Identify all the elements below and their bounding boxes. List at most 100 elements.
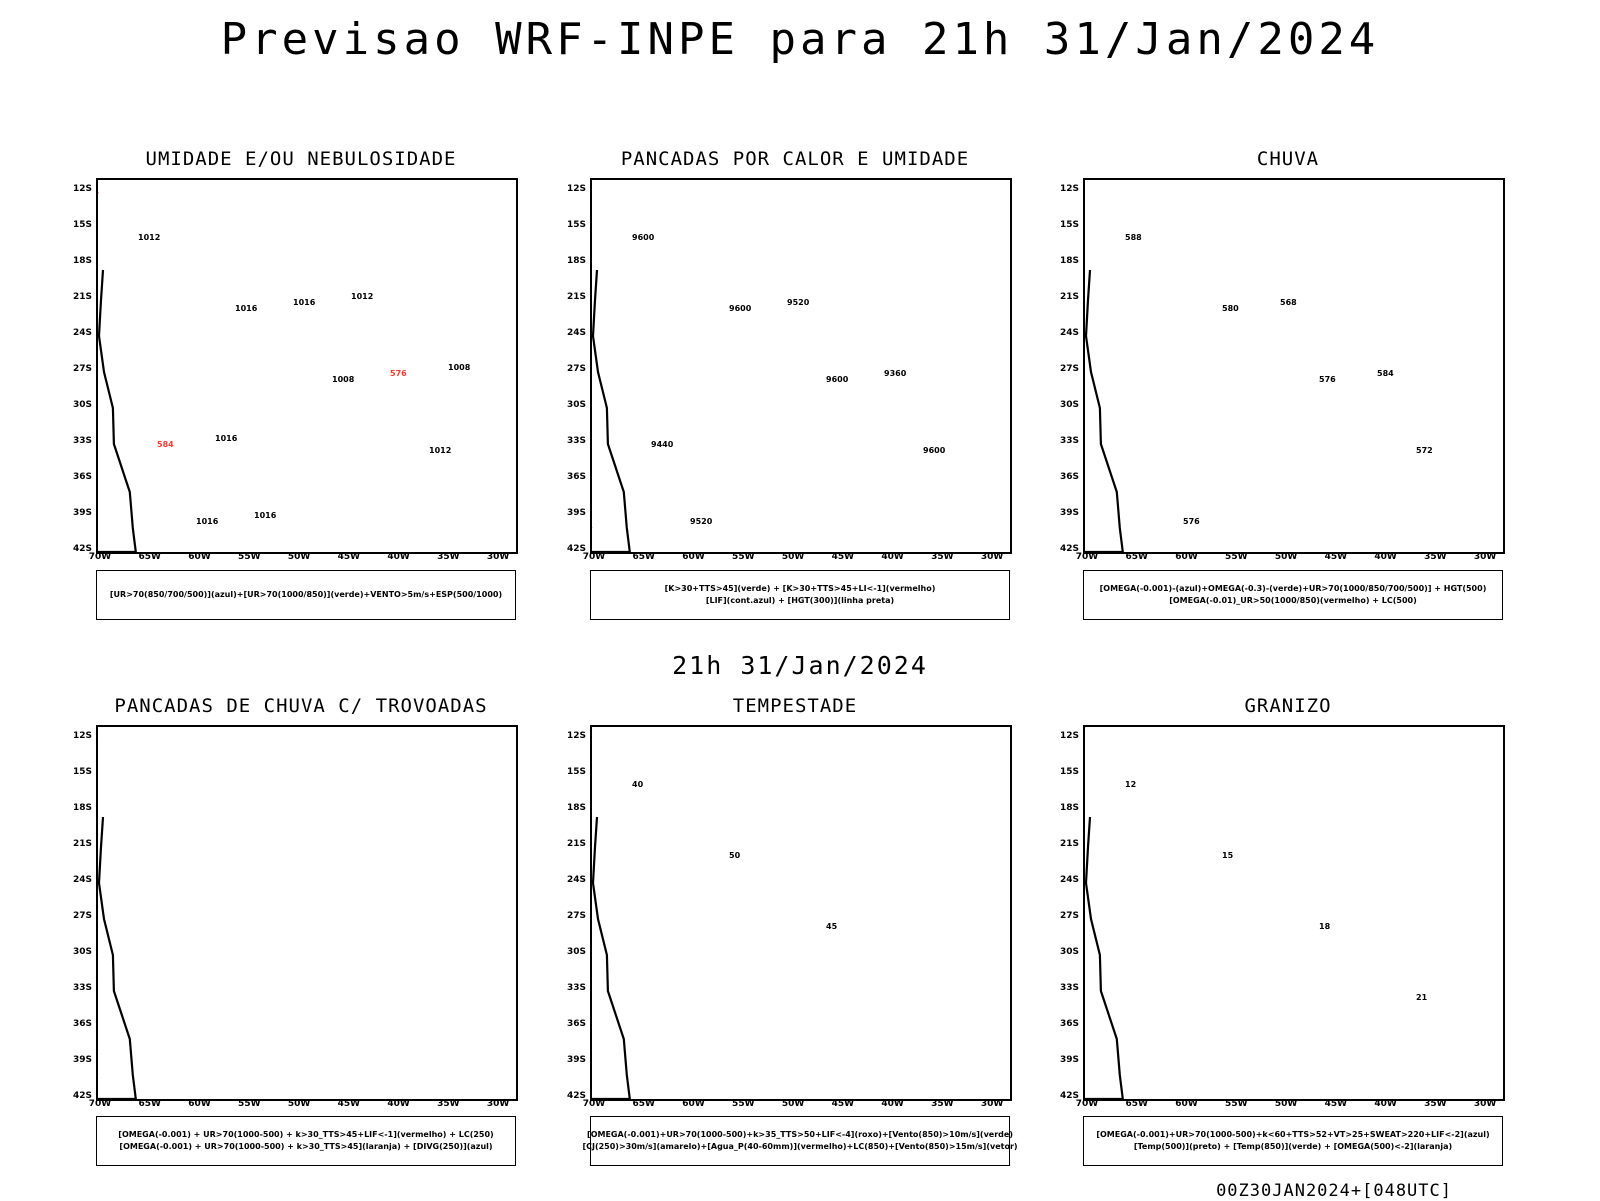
- lat-tick-label: 18S: [566, 803, 586, 813]
- lat-tick-label: 30S: [1059, 947, 1079, 957]
- legend-line: [K>30+TTS>45](verde) + [K>30+TTS>45+LI<-…: [664, 584, 936, 593]
- storm-map-svg: 40 50 45: [592, 738, 838, 1099]
- lon-tick-label: 60W: [1175, 552, 1198, 562]
- lat-tick-label: 24S: [1059, 328, 1079, 338]
- lat-tick-label: 42S: [566, 544, 586, 554]
- lat-tick-label: 21S: [566, 292, 586, 302]
- contour-label: 9440: [651, 440, 674, 449]
- legend-line: [OMEGA(-0.001) + UR>70(1000-500) + k>30_…: [119, 1142, 493, 1151]
- contour-label: 584: [1377, 369, 1394, 378]
- contour-label: 1016: [293, 298, 316, 307]
- lon-tick-label: 55W: [732, 1099, 755, 1109]
- legend-line: [OMEGA(-0.001) + UR>70(1000-500) + k>30_…: [118, 1130, 494, 1139]
- lon-tick-label: 40W: [1374, 1099, 1397, 1109]
- storm-legend: [OMEGA(-0.001)+UR>70(1000-500)+k>35_TTS>…: [582, 1116, 1018, 1166]
- heat-showers-lon-axis: 70W 65W 60W 55W 50W 45W 40W 35W 30W: [583, 552, 1008, 564]
- lat-tick-label: 36S: [566, 1019, 586, 1029]
- contour-label: 9600: [923, 446, 946, 455]
- contour-label: 18: [1319, 922, 1331, 931]
- contour-label: 576: [1319, 375, 1336, 384]
- lon-tick-label: 60W: [682, 552, 705, 562]
- contour-label: 45: [826, 922, 838, 931]
- lon-tick-label: 40W: [387, 552, 410, 562]
- lon-tick-label: 65W: [1125, 1099, 1148, 1109]
- lat-tick-label: 36S: [1059, 472, 1079, 482]
- thunderstorms-lon-axis: 70W 65W 60W 55W 50W 45W 40W 35W 30W: [89, 1099, 514, 1111]
- lat-tick-label: 27S: [1059, 364, 1079, 374]
- lat-tick-label: 39S: [72, 1055, 92, 1065]
- contour-label: 1012: [429, 446, 451, 455]
- lon-tick-label: 70W: [1075, 552, 1099, 562]
- lat-tick-label: 36S: [72, 1019, 92, 1029]
- lon-tick-label: 35W: [931, 1099, 954, 1109]
- rain-map-svg: 588 580 576 572 576 568 584: [1085, 233, 1433, 552]
- contour-label: 9520: [690, 517, 713, 526]
- lon-tick-label: 60W: [188, 552, 211, 562]
- lon-tick-label: 55W: [732, 552, 755, 562]
- heat-showers-lat-axis: 12S 15S 18S 21S 24S 27S 30S 33S 36S 39S 42S: [558, 178, 586, 554]
- hail-map: 12 15 18 21: [1083, 725, 1505, 1101]
- lat-tick-label: 42S: [72, 1091, 92, 1101]
- heat-showers-legend: [K>30+TTS>45](verde) + [K>30+TTS>45+LI<-…: [590, 570, 1010, 620]
- lat-tick-label: 15S: [566, 767, 586, 777]
- hail-lon-axis: 70W 65W 60W 55W 50W 45W 40W 35W 30W: [1076, 1099, 1501, 1111]
- lon-tick-label: 40W: [881, 1099, 904, 1109]
- legend-line: [OMEGA(-0.001)+UR>70(1000-500)+k>35_TTS>…: [587, 1130, 1013, 1139]
- lat-tick-label: 21S: [1059, 292, 1079, 302]
- lat-tick-label: 27S: [566, 364, 586, 374]
- lon-tick-label: 50W: [781, 552, 805, 562]
- lat-tick-label: 15S: [1059, 220, 1079, 230]
- lon-tick-label: 45W: [831, 552, 855, 562]
- lat-tick-label: 27S: [72, 364, 92, 374]
- rain-panel-title: CHUVA: [1256, 148, 1320, 170]
- hail-lat-axis: 12S 15S 18S 21S 24S 27S 30S 33S 36S 39S 42S: [1051, 725, 1079, 1101]
- lat-tick-label: 21S: [72, 839, 92, 849]
- lat-tick-label: 24S: [72, 328, 92, 338]
- lon-tick-label: 40W: [1374, 552, 1397, 562]
- hail-panel-title: GRANIZO: [1244, 695, 1332, 717]
- contour-label: 576: [390, 369, 407, 378]
- lat-tick-label: 33S: [566, 983, 586, 993]
- contour-label: 1016: [215, 434, 238, 443]
- lon-tick-label: 60W: [188, 1099, 211, 1109]
- contour-label: 568: [1280, 298, 1297, 307]
- lat-tick-label: 39S: [566, 1055, 586, 1065]
- lat-tick-label: 12S: [566, 731, 586, 741]
- lon-tick-label: 30W: [486, 552, 510, 562]
- thunderstorms-map-svg: [98, 738, 137, 1099]
- contour-label: 9360: [884, 369, 907, 378]
- lat-tick-label: 33S: [1059, 436, 1079, 446]
- lon-tick-label: 45W: [337, 552, 361, 562]
- lat-tick-label: 42S: [72, 544, 92, 554]
- lon-tick-label: 45W: [337, 1099, 361, 1109]
- lon-tick-label: 65W: [138, 552, 161, 562]
- lon-tick-label: 65W: [138, 1099, 161, 1109]
- contour-label: 9600: [632, 233, 655, 242]
- lon-tick-label: 30W: [1473, 552, 1497, 562]
- lat-tick-label: 24S: [72, 875, 92, 885]
- rain-map: 588 580 576 572 576 568 584: [1083, 178, 1505, 554]
- heat-showers-map: 9600 9600 9600 9600 9520 9520 9360 9440: [590, 178, 1012, 554]
- lat-tick-label: 18S: [1059, 803, 1079, 813]
- contour-label: 1016: [196, 517, 219, 526]
- lat-tick-label: 12S: [1059, 731, 1079, 741]
- lat-tick-label: 12S: [1059, 184, 1079, 194]
- legend-line: [UR>70(850/700/500)](azul)+[UR>70(1000/8…: [109, 590, 503, 599]
- lon-tick-label: 65W: [1125, 552, 1148, 562]
- lat-tick-label: 36S: [1059, 1019, 1079, 1029]
- storm-lon-axis: 70W 65W 60W 55W 50W 45W 40W 35W 30W: [583, 1099, 1008, 1111]
- lon-tick-label: 60W: [682, 1099, 705, 1109]
- lat-tick-label: 30S: [72, 947, 92, 957]
- lon-tick-label: 60W: [1175, 1099, 1198, 1109]
- humidity-panel-title: UMIDADE E/OU NEBULOSIDADE: [145, 148, 457, 170]
- rain-legend: [OMEGA(-0.001)-(azul)+OMEGA(-0.3)-(verde…: [1083, 570, 1503, 620]
- contour-label: 572: [1416, 446, 1433, 455]
- contour-label: 584: [157, 440, 174, 449]
- lon-tick-label: 70W: [1075, 1099, 1099, 1109]
- lat-tick-label: 33S: [72, 436, 92, 446]
- contour-label: 9600: [729, 304, 752, 313]
- humidity-map: 1012 1016 1008 1012 1016 1016 576 584 1016 1012 10…: [96, 178, 518, 554]
- hail-map-svg: 12 15 18 21: [1085, 727, 1428, 1099]
- humidity-map-svg: 1012 1016 1008 1012 1016 1016 576 584 1016 1012 10…: [98, 192, 471, 552]
- lon-tick-label: 35W: [931, 552, 954, 562]
